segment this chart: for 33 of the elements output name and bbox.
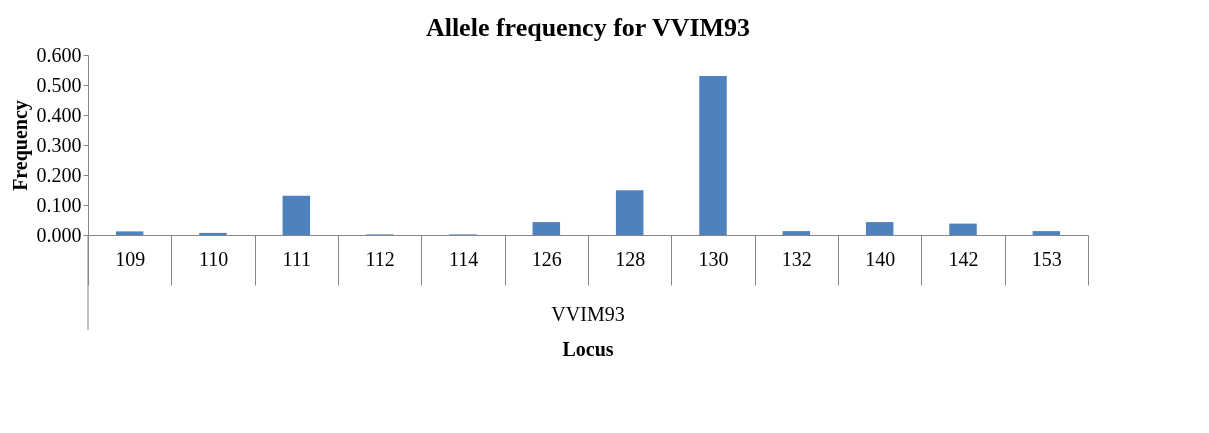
bar: [782, 231, 811, 235]
bar: [615, 190, 644, 235]
y-tick-label: 0.300: [36, 133, 82, 156]
x-tick-label: 126: [531, 247, 562, 270]
bar: [699, 76, 727, 235]
bar: [1032, 231, 1061, 235]
bar: [282, 195, 311, 235]
x-tick-label: 132: [781, 247, 812, 270]
y-tick-label: 0.100: [36, 193, 82, 216]
text: VVIM93: [551, 303, 625, 325]
y-tick-label: 0.400: [36, 103, 82, 126]
x-tick-label: 112: [365, 247, 395, 270]
y-tick-label: 0.200: [36, 163, 82, 186]
chart-title: Allele frequency for VVIM93: [425, 13, 751, 42]
bar: [949, 223, 977, 235]
x-axis-title: Locus: [562, 338, 614, 360]
x-tick-label: 142: [948, 247, 979, 270]
y-axis-title: Frequency: [8, 100, 32, 191]
x-tick-label: 153: [1031, 247, 1062, 270]
x-tick-label: 128: [615, 247, 646, 270]
y-tick-label: 0.600: [36, 43, 82, 66]
bar: [115, 231, 144, 235]
x-tick-label: 114: [448, 247, 479, 270]
x-tick-label: 140: [865, 247, 896, 270]
x-tick-label: 130: [698, 247, 729, 270]
x-tick-label: 111: [282, 247, 312, 270]
x-tick-label: 110: [198, 247, 229, 270]
bar: [865, 222, 894, 235]
x-tick-label: 109: [115, 247, 146, 270]
bar: [532, 222, 561, 235]
y-tick-label: 0.000: [36, 223, 82, 246]
y-tick-label: 0.500: [36, 73, 82, 96]
bar: [199, 232, 227, 235]
